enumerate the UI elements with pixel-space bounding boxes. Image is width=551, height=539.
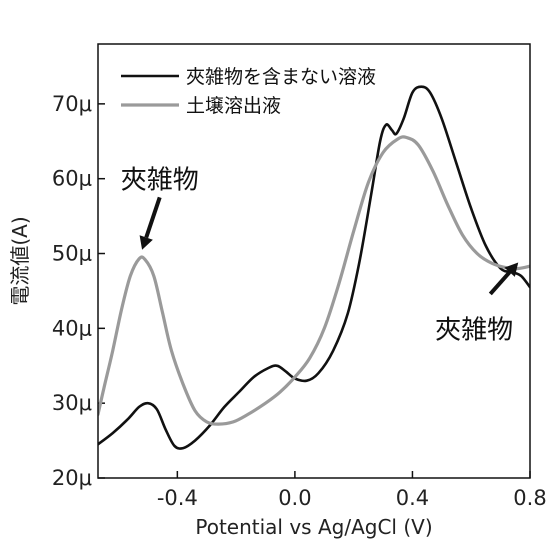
y-tick-label: 50μ [52,242,92,266]
x-tick-label: 0.4 [396,486,429,510]
annotation-arrow-2-head [504,262,519,277]
series-layer [98,85,530,450]
x-tick-label: 0.8 [513,486,546,510]
annotation-label-2: 夾雑物 [435,315,513,345]
series-line-1 [98,85,530,450]
y-tick-label: 30μ [52,391,92,415]
annotation-arrow-1-shaft [144,196,162,239]
x-tick-label: -0.4 [157,486,198,510]
x-tick-label: 0.0 [278,486,311,510]
plot-frame [97,43,531,479]
legend-label-1: 夾雑物を含まない溶液 [186,66,376,88]
y-tick-label: 40μ [52,316,92,340]
legend-label-2: 土壌溶出液 [186,95,281,117]
y-axis-label-group: 電流値(A) [8,216,32,305]
ticks: -0.4 0.0 0.4 0.8 20μ 30μ 40μ 50μ 60μ 70μ [52,92,547,510]
annotation-arrow-1-head [139,235,153,250]
annotation-label-1: 夾雑物 [121,166,199,196]
y-axis-label: 電流値(A) [8,216,32,305]
x-axis-label: Potential vs Ag/AgCl (V) [195,515,432,539]
y-tick-label: 60μ [52,167,92,191]
annotation-arrow-2-shaft [488,270,512,296]
y-tick-label: 20μ [52,466,92,490]
y-tick-label: 70μ [52,92,92,116]
series-line-2 [98,135,530,426]
